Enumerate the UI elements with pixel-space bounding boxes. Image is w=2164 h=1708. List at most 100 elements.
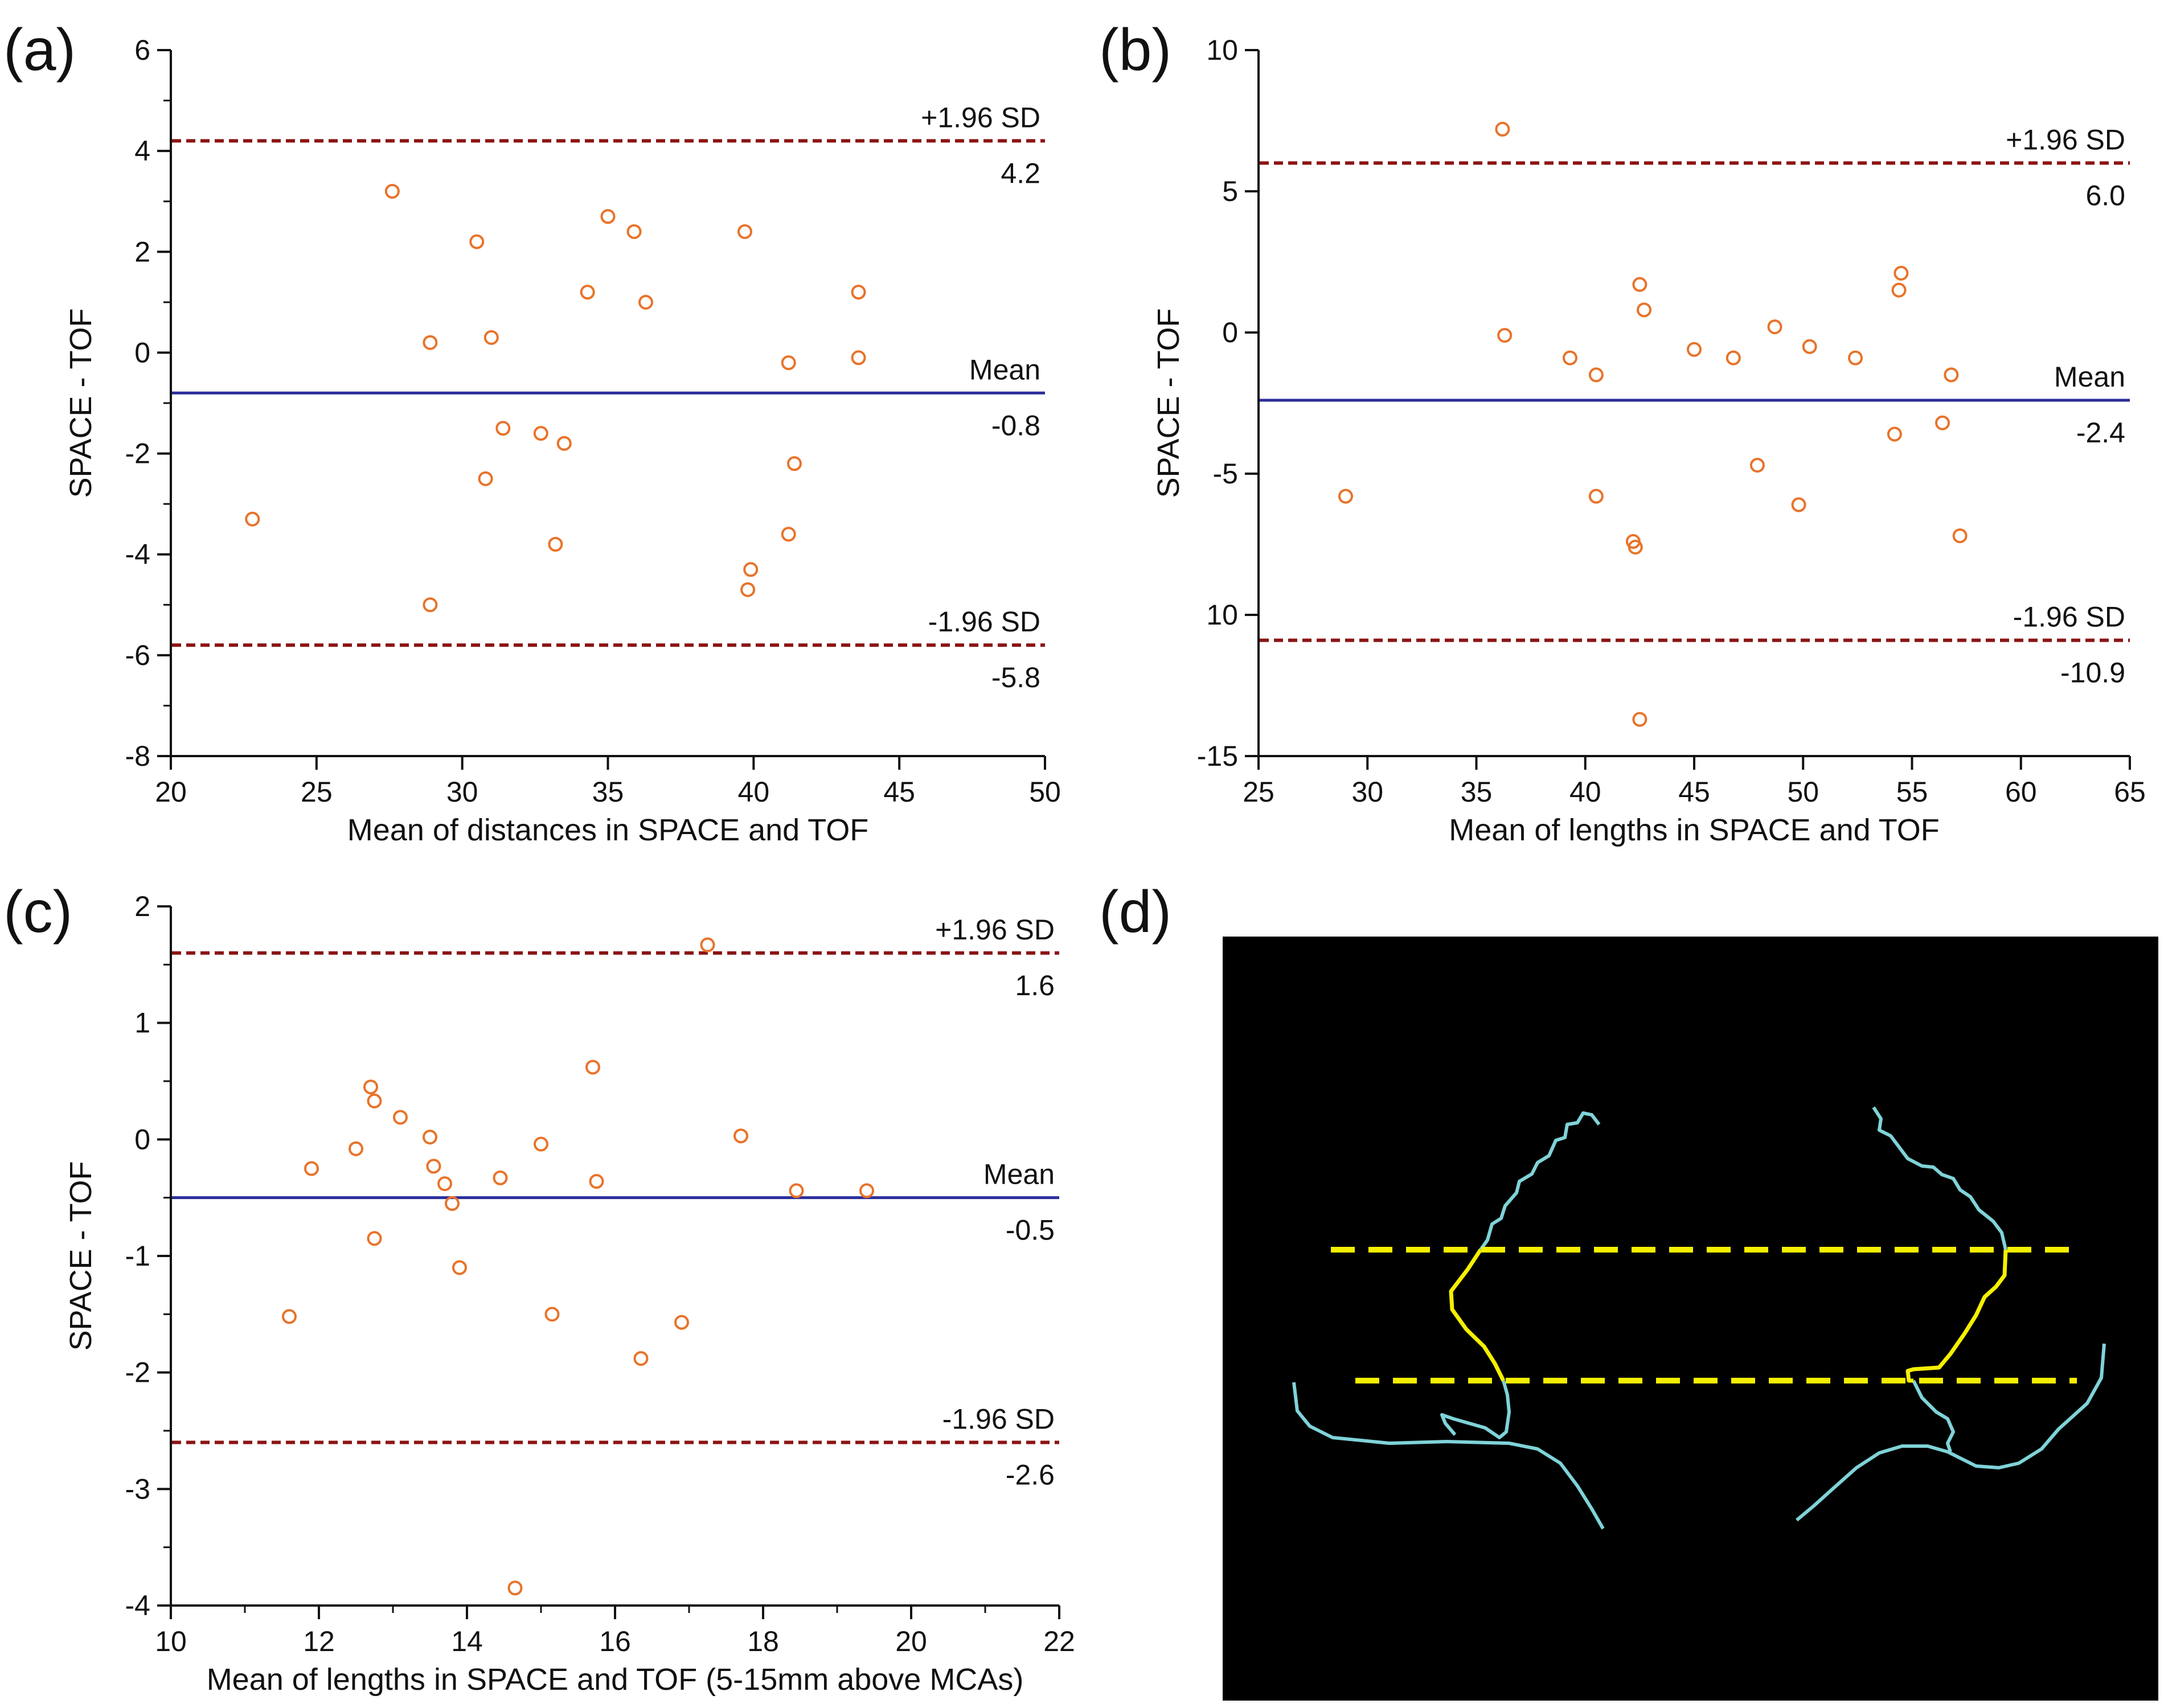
data-point [384,184,400,199]
data-point [544,1307,560,1322]
panel-label-d: (d) [1099,879,1172,945]
y-tick-label: -2 [125,438,150,470]
data-point [1497,327,1513,343]
data-point [478,471,493,486]
chart-a: -8 -6 -4 -2 0 2 4 6 20 25 30 35 40 45 50 Mean of distan… [64,34,1061,847]
y-tick-label: 2 [134,236,150,268]
y-tick-label: 2 [134,890,150,922]
data-point [1562,350,1577,366]
y-tick-label: 0 [134,1123,150,1155]
lower-line-value: -2.6 [1006,1459,1055,1491]
data-point [1588,367,1604,383]
data-point [638,294,654,310]
data-point [1935,415,1950,430]
y-tick-label: 5 [1222,175,1238,207]
x-tick-label: 16 [599,1625,631,1657]
y-tick-label: 10 [1206,34,1238,66]
data-point [493,1170,508,1185]
lower-line-value: -10.9 [2060,657,2125,689]
upper-line-name: +1.96 SD [921,101,1040,133]
x-tick-label: 18 [747,1625,779,1657]
y-tick-label: -1 [125,1240,150,1272]
data-point [534,1136,548,1152]
x-tick-label: 25 [1243,776,1274,808]
data-point [245,511,260,527]
x-tick-label: 22 [1043,1625,1075,1657]
mean-line-name: Mean [2054,361,2125,393]
upper-line-value: 4.2 [1001,157,1040,189]
mean-line-value: -2.4 [2076,417,2125,449]
y-tick-label: 0 [1222,317,1238,348]
x-tick-label: 60 [2005,776,2037,808]
data-point [733,1128,748,1144]
y-tick-label: -3 [125,1473,150,1505]
x-tick-label: 50 [1787,776,1819,808]
x-tick-label: 14 [451,1625,483,1657]
upper-line-value: 6.0 [2085,179,2125,211]
data-point [1887,426,1902,442]
x-tick-label: 20 [155,776,187,808]
data-point [626,224,642,239]
y-tick-label: -5 [1213,458,1238,490]
y-axis-title: SPACE - TOF [64,1161,98,1350]
data-point [740,582,756,597]
data-point [743,562,759,577]
data-point [789,1183,804,1198]
upper-line-name: +1.96 SD [2006,124,2125,155]
data-point [367,1093,382,1108]
data-point [1952,528,1968,544]
data-point [859,1183,874,1198]
y-tick-label: 10 [1206,599,1238,631]
data-point [367,1231,382,1246]
x-tick-label: 30 [1351,776,1383,808]
data-point [548,537,563,552]
lower-line-name: -1.96 SD [942,1403,1055,1435]
x-tick-label: 30 [446,776,478,808]
y-tick-label: 4 [134,135,150,167]
y-tick-label: -4 [125,539,150,570]
data-point [556,436,572,451]
data-point [781,355,796,371]
data-point [1848,350,1863,366]
mean-line-name: Mean [969,354,1040,385]
data-point [1628,539,1643,555]
mean-line-name: Mean [983,1159,1055,1190]
data-point [851,285,866,300]
data-point [737,224,752,239]
x-tick-label: 35 [592,776,624,808]
panel-label-c: (c) [3,879,73,945]
x-tick-label: 10 [155,1625,187,1657]
y-tick-label: 1 [134,1007,150,1039]
data-point [1944,367,1959,383]
data-point [533,426,548,441]
data-point [437,1176,452,1192]
x-tick-label: 45 [1678,776,1710,808]
data-point [600,209,616,224]
x-tick-label: 55 [1896,776,1928,808]
y-tick-label: -8 [125,740,150,772]
x-tick-label: 50 [1029,776,1061,808]
data-point [349,1141,363,1156]
data-point [1687,342,1702,357]
y-tick-label: -6 [125,639,150,671]
x-tick-label: 12 [303,1625,335,1657]
data-point [483,330,499,345]
upper-line-name: +1.96 SD [935,914,1055,946]
data-point [507,1580,523,1596]
data-point [1726,350,1741,366]
y-tick-label: -15 [1197,740,1238,772]
data-point [1767,319,1782,335]
x-tick-label: 20 [895,1625,927,1657]
data-point [589,1174,604,1189]
x-tick-label: 35 [1461,776,1493,808]
data-point [1632,277,1647,292]
data-point [426,1159,441,1174]
data-point [423,335,438,350]
lower-line-name: -1.96 SD [928,606,1040,638]
x-axis-title: Mean of distances in SPACE and TOF [347,813,868,847]
y-tick-label: 6 [134,34,150,66]
upper-line-value: 1.6 [1015,970,1055,1001]
data-point [1791,497,1806,512]
data-point [452,1260,467,1275]
